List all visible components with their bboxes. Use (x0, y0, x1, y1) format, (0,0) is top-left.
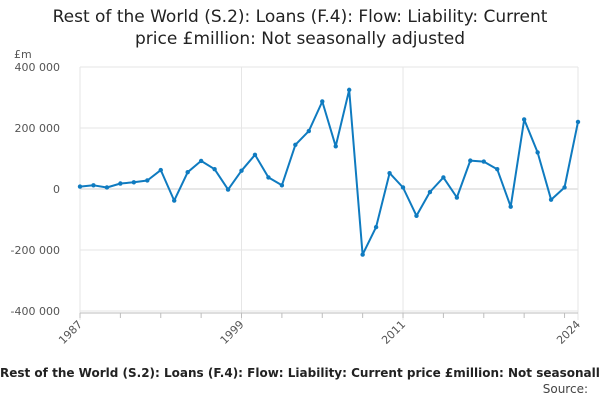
data-point (239, 168, 244, 173)
x-tick-label: 2011 (379, 318, 408, 347)
y-tick-label: 0 (53, 183, 60, 196)
data-point (145, 178, 150, 183)
chart-title-line-2: price £million: Not seasonally adjusted (134, 29, 466, 49)
data-point (548, 197, 554, 202)
data-point (225, 187, 231, 192)
y-tick-label: 400 000 (15, 61, 61, 74)
data-point (172, 198, 177, 203)
data-point (252, 152, 258, 158)
data-point (441, 175, 446, 180)
data-point (373, 224, 379, 230)
y-tick-label: -400 000 (11, 305, 60, 318)
data-point (333, 144, 338, 149)
data-point (400, 185, 406, 190)
data-point (306, 128, 312, 134)
data-point (481, 159, 486, 164)
data-point (131, 180, 137, 185)
y-tick-label: 200 000 (15, 122, 61, 135)
chart-title: Rest of the World (S.2): Loans (F.4): Fl… (0, 6, 600, 50)
data-point (320, 99, 325, 104)
x-tick-label: 1987 (56, 318, 85, 347)
data-point (212, 166, 217, 172)
data-point (266, 175, 271, 180)
x-axis: 1987 1999 2011 2024 (56, 312, 583, 347)
data-point (279, 183, 285, 188)
series-line (79, 88, 579, 256)
data-point (387, 170, 392, 176)
data-point (427, 189, 433, 195)
data-point (293, 142, 298, 147)
data-point (346, 87, 352, 93)
chart-title-line-1: Rest of the World (S.2): Loans (F.4): Fl… (52, 7, 548, 27)
data-point (468, 158, 473, 163)
data-point (535, 150, 540, 155)
data-point (508, 204, 513, 209)
data-point (185, 170, 190, 175)
x-tick-label: 2024 (554, 318, 583, 347)
data-point (575, 119, 581, 125)
data-point (91, 183, 96, 188)
data-point (360, 252, 365, 257)
data-point (495, 166, 500, 172)
grid-lines (79, 66, 579, 320)
data-point (454, 195, 460, 200)
data-point (77, 184, 83, 189)
data-point (414, 213, 419, 219)
y-unit-label: £m (14, 48, 32, 61)
series-group (77, 87, 581, 257)
data-point (104, 185, 110, 190)
data-point (118, 181, 123, 186)
footer-title: Rest of the World (S.2): Loans (F.4): Fl… (0, 366, 600, 380)
y-tick-label: -200 000 (11, 244, 60, 257)
data-point (562, 185, 567, 190)
data-point (521, 117, 527, 122)
x-tick-label: 1999 (218, 318, 247, 347)
data-point (158, 167, 163, 173)
data-point (198, 158, 204, 164)
source-label: Source: (542, 382, 588, 396)
